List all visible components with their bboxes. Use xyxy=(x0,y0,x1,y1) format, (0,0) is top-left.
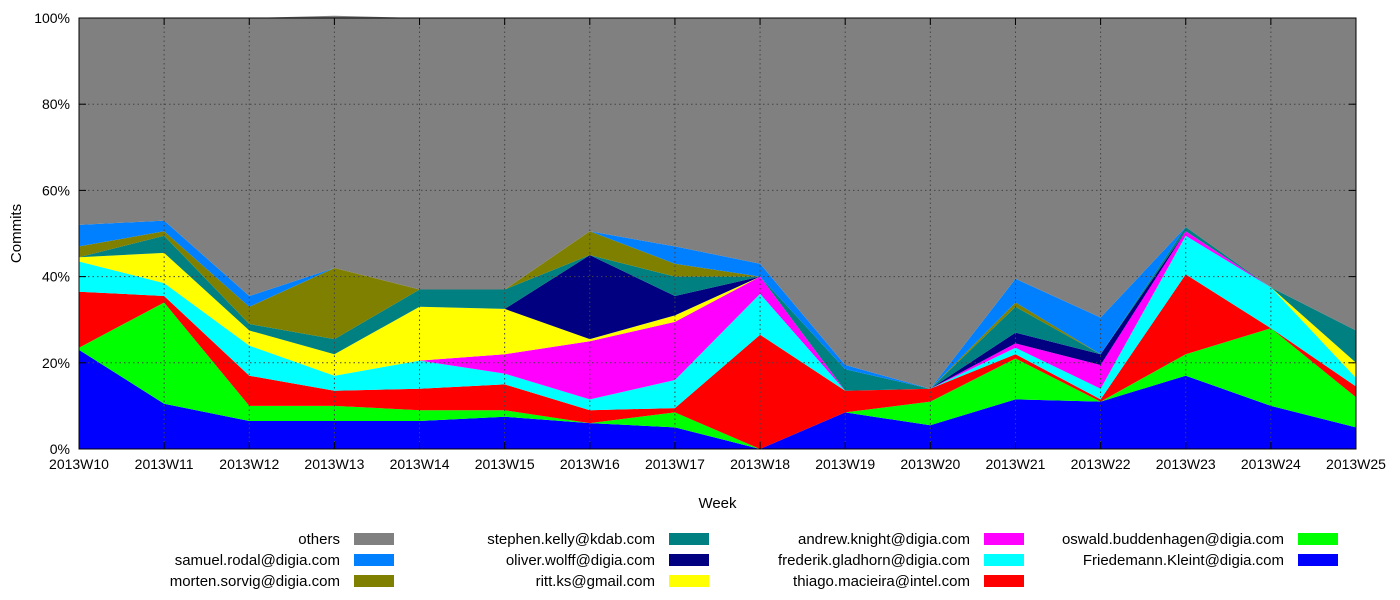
legend-swatch-oswald-buddenhagen-digia-com xyxy=(1298,533,1338,545)
legend-swatch-friedemann-kleint-digia-com xyxy=(1298,554,1338,566)
x-tick-label: 2013W24 xyxy=(1241,456,1301,472)
legend-label-others: others xyxy=(298,531,340,548)
legend-label-ritt-ks-gmail-com: ritt.ks@gmail.com xyxy=(536,573,655,590)
legend-swatch-oliver-wolff-digia-com xyxy=(669,554,709,566)
x-axis-label: Week xyxy=(698,495,737,512)
legend-swatch-morten-sorvig-digia-com xyxy=(354,575,394,587)
y-tick-label: 100% xyxy=(34,10,70,26)
legend-swatch-andrew-knight-digia-com xyxy=(984,533,1024,545)
y-tick-label: 0% xyxy=(50,441,70,457)
y-tick-label: 20% xyxy=(42,355,70,371)
x-tick-label: 2013W17 xyxy=(645,456,705,472)
legend-label-oliver-wolff-digia-com: oliver.wolff@digia.com xyxy=(506,552,655,569)
x-tick-label: 2013W16 xyxy=(560,456,620,472)
area-series-andrew-knight-digia-com xyxy=(79,231,1356,400)
area-series-others xyxy=(79,15,1356,389)
legend-swatch-frederik-gladhorn-digia-com xyxy=(984,554,1024,566)
legend-label-stephen-kelly-kdab-com: stephen.kelly@kdab.com xyxy=(487,531,655,548)
x-tick-label: 2013W20 xyxy=(900,456,960,472)
area-series-group xyxy=(79,15,1356,449)
y-tick-label: 40% xyxy=(42,269,70,285)
legend-label-andrew-knight-digia-com: andrew.knight@digia.com xyxy=(798,531,970,548)
legend-label-oswald-buddenhagen-digia-com: oswald.buddenhagen@digia.com xyxy=(1062,531,1284,548)
legend-label-friedemann-kleint-digia-com: Friedemann.Kleint@digia.com xyxy=(1083,552,1284,569)
legend-swatch-others xyxy=(354,533,394,545)
x-tick-label: 2013W18 xyxy=(730,456,790,472)
x-tick-label: 2013W25 xyxy=(1326,456,1386,472)
y-axis-ticks: 0% 20% 40% 60% 80% 100% xyxy=(34,10,1356,457)
y-tick-label: 60% xyxy=(42,182,70,198)
legend-swatch-ritt-ks-gmail-com xyxy=(669,575,709,587)
area-series-friedemann-kleint-digia-com xyxy=(79,349,1356,449)
x-tick-label: 2013W19 xyxy=(815,456,875,472)
area-series-morten-sorvig-digia-com xyxy=(79,227,1356,389)
area-series-frederik-gladhorn-digia-com xyxy=(79,235,1356,411)
x-tick-label: 2013W13 xyxy=(304,456,364,472)
legend-label-frederik-gladhorn-digia-com: frederik.gladhorn@digia.com xyxy=(778,552,970,569)
legend-swatch-stephen-kelly-kdab-com xyxy=(669,533,709,545)
legend-label-samuel-rodal-digia-com: samuel.rodal@digia.com xyxy=(175,552,340,569)
area-series-thiago-macieira-intel-com xyxy=(79,274,1356,449)
legend-label-thiago-macieira-intel-com: thiago.macieira@intel.com xyxy=(793,573,970,590)
legend-label-morten-sorvig-digia-com: morten.sorvig@digia.com xyxy=(170,573,340,590)
area-series-ritt-ks-gmail-com xyxy=(79,231,1356,391)
y-tick-label: 80% xyxy=(42,96,70,112)
legend: others samuel.rodal@digia.com morten.sorvi… xyxy=(170,531,1338,590)
x-tick-label: 2013W22 xyxy=(1071,456,1131,472)
x-tick-label: 2013W21 xyxy=(985,456,1045,472)
plot-frame xyxy=(78,17,1357,450)
x-tick-label: 2013W11 xyxy=(135,456,194,472)
x-tick-label: 2013W15 xyxy=(475,456,535,472)
legend-swatch-samuel-rodal-digia-com xyxy=(354,554,394,566)
grid-lines xyxy=(79,18,1356,449)
x-tick-label: 2013W14 xyxy=(390,456,450,472)
legend-swatch-thiago-macieira-intel-com xyxy=(984,575,1024,587)
x-tick-label: 2013W23 xyxy=(1156,456,1216,472)
y-axis-label: Commits xyxy=(8,204,25,263)
x-tick-label: 2013W10 xyxy=(49,456,109,472)
x-tick-label: 2013W12 xyxy=(219,456,279,472)
x-axis-ticks: 2013W10 2013W11 2013W12 2013W13 2013W14 2013W… xyxy=(49,18,1386,472)
area-series-oswald-buddenhagen-digia-com xyxy=(79,302,1356,449)
